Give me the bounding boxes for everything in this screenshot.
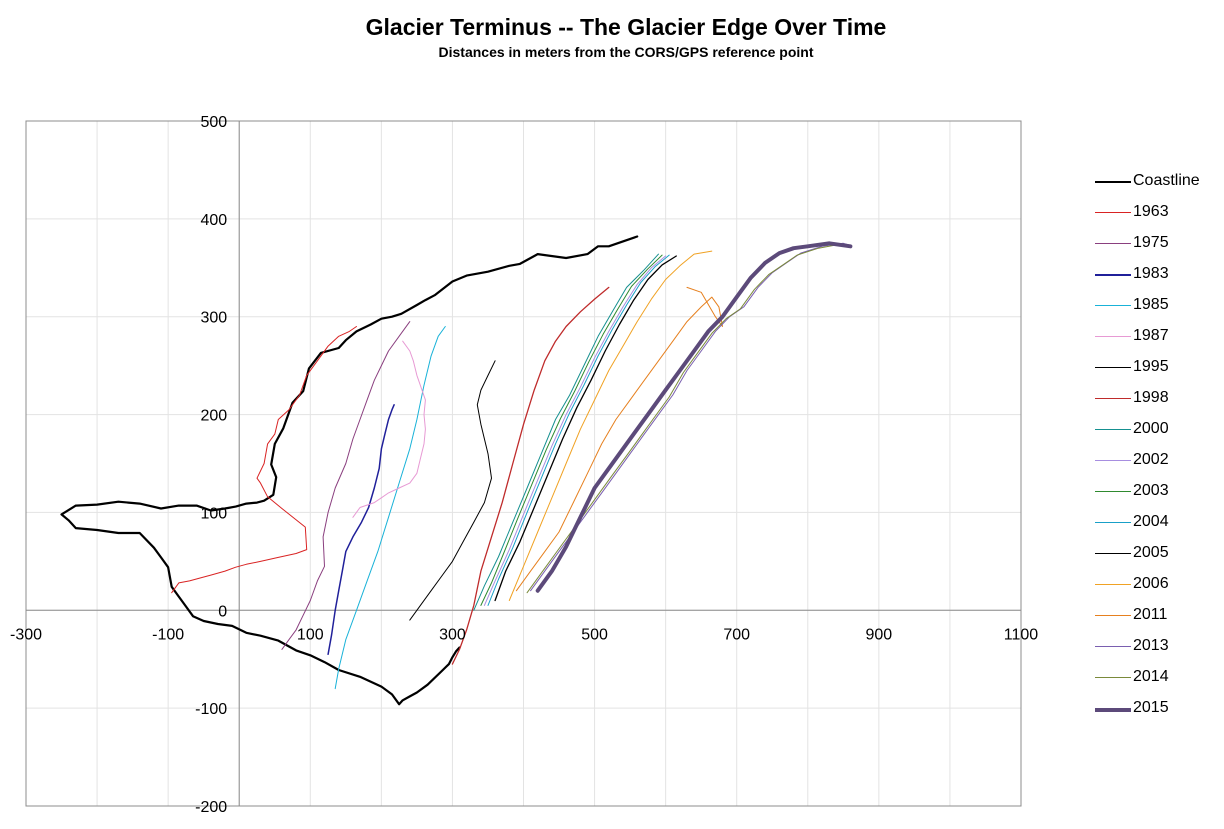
legend-swatch: [1095, 243, 1131, 244]
y-tick-labels: -200 -100 0 100 200 300 400 500: [195, 114, 227, 816]
legend-item-1998: 1998: [1095, 387, 1224, 418]
legend-item-1975: 1975: [1095, 232, 1224, 263]
legend-item-2004: 2004: [1095, 511, 1224, 542]
series-line-1987: [352, 340, 426, 518]
legend-item-2003: 2003: [1095, 480, 1224, 511]
series-line-2013: [530, 242, 851, 592]
series-line-2004: [487, 254, 670, 606]
y-tick-label: 0: [218, 603, 227, 620]
legend-swatch: [1095, 615, 1131, 616]
series-line-1983: [327, 404, 395, 656]
y-tick-label: 500: [201, 114, 228, 131]
series-line-2002: [483, 255, 667, 606]
legend-label: 1985: [1133, 296, 1169, 313]
legend-label: 2005: [1133, 544, 1169, 561]
legend-item-1995: 1995: [1095, 356, 1224, 387]
legend-item-2011: 2011: [1095, 604, 1224, 635]
x-tick-label: 900: [866, 626, 893, 643]
series-line-1995: [409, 360, 496, 621]
legend-label: 2000: [1133, 420, 1169, 437]
legend-swatch: [1095, 305, 1131, 306]
legend-label: 1998: [1133, 389, 1169, 406]
series-line-1998: [451, 286, 610, 665]
y-tick-label: -100: [195, 701, 227, 718]
legend-item-2002: 2002: [1095, 449, 1224, 480]
legend-label: 2004: [1133, 513, 1169, 530]
axes: [26, 121, 1021, 806]
legend-label: 1995: [1133, 358, 1169, 375]
x-tick-label: 1100: [1004, 626, 1039, 643]
y-tick-label: 200: [201, 408, 228, 425]
x-tick-label: -100: [152, 626, 184, 643]
legend-label: 2013: [1133, 637, 1169, 654]
series-group: [60, 235, 853, 706]
legend-label: Coastline: [1133, 172, 1200, 189]
legend-item-1987: 1987: [1095, 325, 1224, 356]
y-tick-label: -200: [195, 799, 227, 816]
legend-item-2006: 2006: [1095, 573, 1224, 604]
x-tick-labels: -300 -100 100 300 500 700 900 1100: [10, 626, 1038, 643]
legend-label: 1987: [1133, 327, 1169, 344]
x-tick-label: 500: [581, 626, 608, 643]
legend-label: 1983: [1133, 265, 1169, 282]
series-line-2005: [494, 255, 677, 602]
legend-label: 2006: [1133, 575, 1169, 592]
legend-swatch: [1095, 429, 1131, 430]
legend-swatch: [1095, 181, 1131, 183]
legend-label: 1963: [1133, 203, 1169, 220]
series-line-1975: [281, 321, 411, 650]
grid-lines: [26, 121, 1021, 806]
legend-label: 2014: [1133, 668, 1169, 685]
legend-item-coastline: Coastline: [1095, 170, 1224, 201]
legend-swatch: [1095, 522, 1131, 523]
legend-swatch: [1095, 491, 1131, 492]
x-tick-label: 100: [297, 626, 324, 643]
series-line-1985: [334, 326, 446, 690]
x-tick-label: 300: [439, 626, 466, 643]
legend-swatch: [1095, 274, 1131, 276]
y-tick-label: 100: [201, 505, 228, 522]
legend-swatch: [1095, 584, 1131, 585]
legend-swatch: [1095, 398, 1131, 399]
chart-subtitle: Distances in meters from the CORS/GPS re…: [438, 44, 814, 60]
legend-item-2005: 2005: [1095, 542, 1224, 573]
plot-frame: [25, 120, 1022, 807]
legend-swatch: [1095, 553, 1131, 554]
legend-swatch: [1095, 646, 1131, 647]
x-tick-label: 700: [723, 626, 750, 643]
legend-item-2013: 2013: [1095, 635, 1224, 666]
legend-label: 1975: [1133, 234, 1169, 251]
legend-label: 2002: [1133, 451, 1169, 468]
legend-item-1963: 1963: [1095, 201, 1224, 232]
series-line-2006: [508, 250, 713, 601]
legend-item-1985: 1985: [1095, 294, 1224, 325]
legend-swatch: [1095, 708, 1131, 712]
legend-swatch: [1095, 677, 1131, 678]
chart-title: Glacier Terminus -- The Glacier Edge Ove…: [365, 14, 887, 40]
series-line-2014: [526, 243, 850, 594]
series-line-1963: [171, 326, 357, 594]
legend-swatch: [1095, 367, 1131, 368]
legend-item-2000: 2000: [1095, 418, 1224, 449]
legend-item-2014: 2014: [1095, 666, 1224, 697]
y-tick-label: 400: [201, 212, 228, 229]
legend-swatch: [1095, 460, 1131, 461]
legend-label: 2011: [1133, 606, 1168, 623]
legend-item-1983: 1983: [1095, 263, 1224, 294]
legend-swatch: [1095, 336, 1131, 337]
series-line-2015: [535, 241, 853, 593]
legend-item-2015: 2015: [1095, 697, 1224, 728]
series-line-2000: [473, 253, 659, 611]
legend-label: 2003: [1133, 482, 1169, 499]
series-line-2003: [480, 254, 663, 606]
x-tick-label: -300: [10, 626, 42, 643]
y-tick-label: 300: [201, 310, 228, 327]
legend-label: 2015: [1133, 699, 1169, 716]
legend-swatch: [1095, 212, 1131, 213]
series-line-coastline: [60, 235, 639, 706]
